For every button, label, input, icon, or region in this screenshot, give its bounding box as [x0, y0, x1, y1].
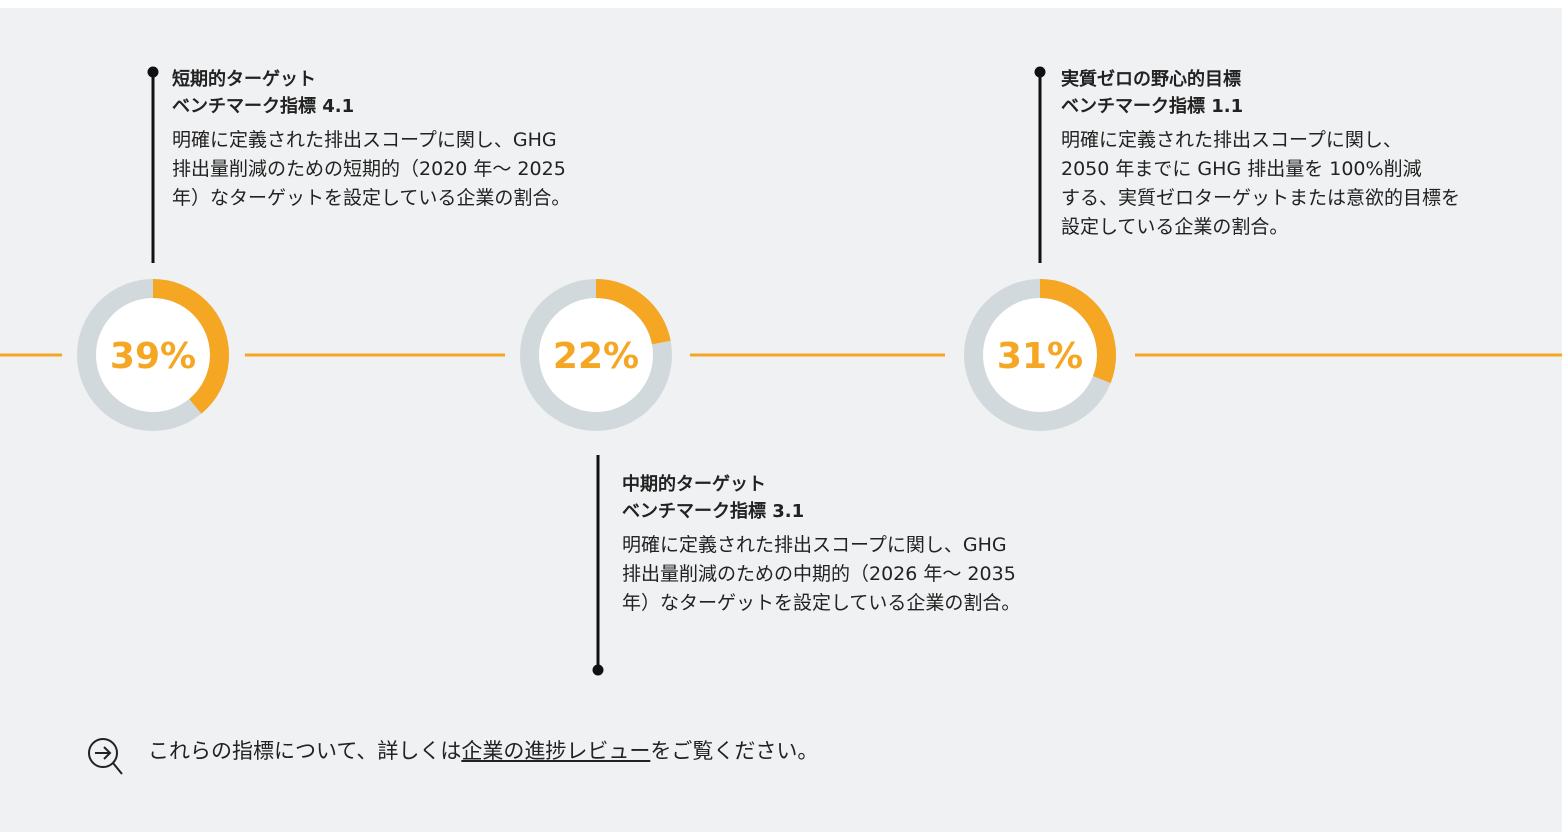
footer-link[interactable]: 企業の進捗レビュー	[461, 739, 651, 763]
description-line: 排出量削減のための短期的（2020 年～ 2025	[172, 158, 566, 180]
description-line: 明確に定義された排出スコープに関し、GHG	[172, 129, 557, 151]
milestone-description: 明確に定義された排出スコープに関し、GHG 排出量削減のための短期的（2020 年…	[172, 126, 692, 213]
donut-arc	[964, 279, 1116, 431]
milestone-subtitle: ベンチマーク指標 4.1	[172, 96, 355, 117]
milestone-text: 実質ゼロの野心的目標 ベンチマーク指標 1.1 明確に定義された排出スコープに関し、…	[1061, 66, 1562, 242]
footer-text: これらの指標について、詳しくは	[148, 739, 462, 763]
milestone-description: 明確に定義された排出スコープに関し、GHG 排出量削減のための中期的（2026 年…	[622, 531, 1142, 618]
footer-text: をご覧ください。	[650, 739, 819, 763]
milestone-title: 中期的ターゲット	[622, 474, 766, 495]
description-line: する、実質ゼロターゲットまたは意欲的目標を	[1061, 187, 1461, 209]
donut-arc	[77, 279, 229, 431]
description-line: 2050 年までに GHG 排出量を 100%削減	[1061, 158, 1422, 180]
footer-note: これらの指標について、詳しくは企業の進捗レビューをご覧ください。	[148, 735, 818, 765]
description-line: 明確に定義された排出スコープに関し、GHG	[622, 534, 1007, 556]
milestone-subtitle: ベンチマーク指標 3.1	[622, 501, 805, 522]
donut-label: 22%	[553, 336, 639, 377]
description-line: 年）なターゲットを設定している企業の割合。	[172, 187, 571, 209]
description-line: 年）なターゲットを設定している企業の割合。	[622, 592, 1021, 614]
milestone-subtitle: ベンチマーク指標 1.1	[1061, 96, 1244, 117]
donut-label: 39%	[110, 336, 196, 377]
search-icon	[88, 738, 123, 775]
milestone-description: 明確に定義された排出スコープに関し、 2050 年までに GHG 排出量を 100…	[1061, 126, 1562, 242]
timeline: 39% 22% 31%	[0, 66, 1562, 775]
donut-label: 31%	[997, 336, 1083, 377]
panel: 39% 22% 31%	[0, 8, 1562, 832]
milestone-text: 短期的ターゲットベンチマーク指標 4.1 明確に定義された排出スコープに関し、GH…	[172, 66, 692, 213]
donut-arc	[520, 279, 672, 431]
description-line: 排出量削減のための中期的（2026 年～ 2035	[622, 563, 1016, 585]
milestone-title: 短期的ターゲット	[172, 69, 316, 90]
description-line: 明確に定義された排出スコープに関し、	[1061, 129, 1402, 151]
milestone-text: 中期的ターゲットベンチマーク指標 3.1 明確に定義された排出スコープに関し、GH…	[622, 471, 1142, 618]
milestone-title: 実質ゼロの野心的目標	[1061, 69, 1241, 90]
connectors	[147, 66, 1046, 676]
description-line: 設定している企業の割合。	[1061, 216, 1289, 238]
